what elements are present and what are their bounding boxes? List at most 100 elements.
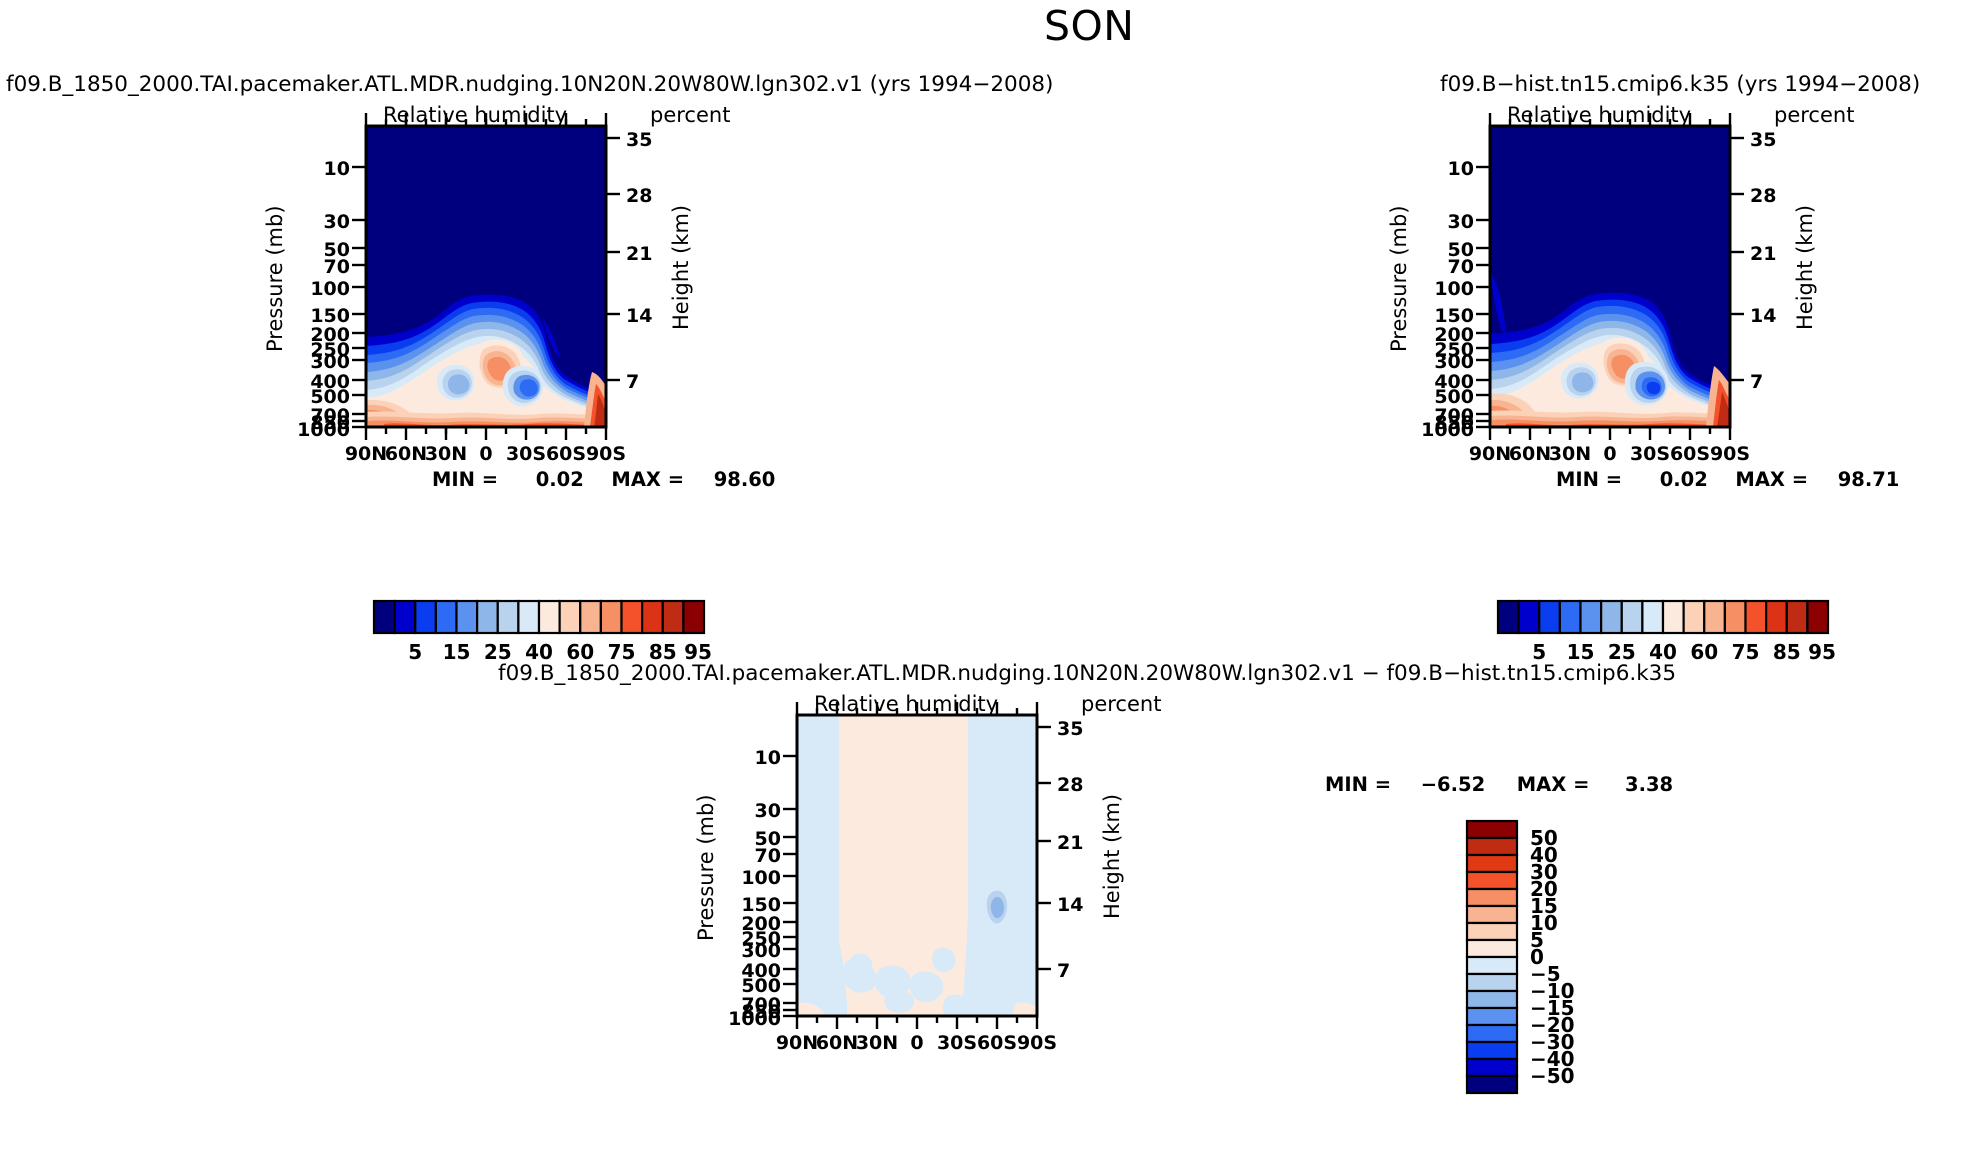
ptick-300: 300 xyxy=(1434,351,1474,373)
lat-0: 0 xyxy=(479,443,493,465)
htick-7: 7 xyxy=(1057,960,1071,982)
colorbar-swatch xyxy=(661,599,685,635)
cbl-15: 15 xyxy=(442,640,471,664)
htick-35: 35 xyxy=(626,129,653,151)
ptick-100: 100 xyxy=(1434,278,1474,300)
cbl-85: 85 xyxy=(1772,640,1801,664)
ptick-250: 250 xyxy=(1434,339,1474,361)
panel-difference-title: f09.B_1850_2000.TAI.pacemaker.ATL.MDR.nu… xyxy=(498,661,1677,686)
colorbar-swatch xyxy=(1465,836,1519,857)
colorbar-swatch xyxy=(1465,1006,1519,1027)
htick-7: 7 xyxy=(626,371,640,393)
cbl-95: 95 xyxy=(1808,640,1836,664)
panel-difference-minmax: MIN = −6.52 MAX = 3.38 xyxy=(1325,773,1673,796)
ptick-700: 700 xyxy=(741,994,781,1016)
ptick-150: 150 xyxy=(741,894,781,916)
colorbar-swatch xyxy=(1806,599,1830,635)
colorbar-swatch xyxy=(434,599,458,635)
cbvl-30: 30 xyxy=(1530,860,1558,884)
htick-14: 14 xyxy=(1750,305,1777,327)
colorbar-swatch xyxy=(1538,599,1561,635)
panel-top-left-units: percent xyxy=(650,103,731,127)
panel-top-left-minmax: MIN = 0.02 MAX = 98.60 xyxy=(432,468,775,491)
ptick-50: 50 xyxy=(323,239,350,261)
panel-difference-units: percent xyxy=(1081,692,1162,716)
cbvl-m30: −30 xyxy=(1530,1030,1575,1054)
cbvl-m10: −10 xyxy=(1530,979,1575,1003)
panel-top-right-plot xyxy=(1420,113,1800,440)
cbvl-50: 50 xyxy=(1530,826,1558,850)
left-ticks xyxy=(783,754,797,1018)
cbl-75: 75 xyxy=(1731,640,1760,664)
max-value: 3.38 xyxy=(1625,773,1674,796)
lat-90N: 90N xyxy=(344,443,388,465)
panel-top-left-title: f09.B_1850_2000.TAI.pacemaker.ATL.MDR.nu… xyxy=(6,72,1054,97)
colorbar-swatch xyxy=(1465,853,1519,874)
htick-28: 28 xyxy=(1750,185,1777,207)
panel-difference-variable: Relative humidity xyxy=(814,692,999,716)
colorbar-swatch xyxy=(1465,955,1519,976)
lat-0: 0 xyxy=(910,1032,924,1054)
colorbar-swatch xyxy=(537,599,561,635)
colorbar-swatch xyxy=(682,599,706,635)
colorbar-swatch xyxy=(1744,599,1768,635)
top-ticks xyxy=(364,113,608,126)
panel-top-right-units: percent xyxy=(1774,103,1855,127)
colorbar-swatch xyxy=(1682,599,1706,635)
colorbar-swatch xyxy=(1600,599,1623,635)
colorbar-swatch xyxy=(517,599,541,635)
htick-21: 21 xyxy=(626,243,653,265)
ptick-400: 400 xyxy=(741,960,781,982)
colorbar-swatch xyxy=(1465,887,1519,908)
lat-60S: 60S xyxy=(976,1032,1018,1054)
colorbar-swatch xyxy=(1496,599,1520,635)
colorbar-swatch xyxy=(1661,599,1685,635)
ptick-30: 30 xyxy=(754,800,781,822)
colorbar-swatch xyxy=(1465,1023,1519,1044)
top-ticks xyxy=(795,702,1039,715)
panel-difference-plot xyxy=(727,702,1107,1029)
min-value: −6.52 xyxy=(1420,773,1486,796)
ptick-100: 100 xyxy=(741,867,781,889)
ptick-10: 10 xyxy=(1447,158,1474,180)
cbl-60: 60 xyxy=(566,640,595,664)
top-ticks xyxy=(1488,113,1732,126)
min-label: MIN = xyxy=(1556,468,1623,491)
cbl-25: 25 xyxy=(483,640,512,664)
colorbar-swatch xyxy=(1765,599,1788,635)
lat-90S: 90S xyxy=(585,443,627,465)
lat-60N: 60N xyxy=(384,443,428,465)
lat-30N: 30N xyxy=(424,443,468,465)
cbl-15: 15 xyxy=(1566,640,1595,664)
colorbar-swatch xyxy=(1465,972,1519,993)
colorbar-swatch xyxy=(372,599,396,635)
right-ticks xyxy=(1037,725,1051,971)
lat-90N: 90N xyxy=(775,1032,819,1054)
colorbar-swatch xyxy=(476,599,499,635)
ptick-500: 500 xyxy=(741,975,781,997)
panel-difference-pressure-axis-label: Pressure (mb) xyxy=(694,794,718,941)
bottom-ticks xyxy=(795,1016,1039,1029)
cbvl-m50: −50 xyxy=(1530,1064,1575,1088)
colorbar-swatch xyxy=(1517,599,1541,635)
ptick-30: 30 xyxy=(323,211,350,233)
cbvl-m20: −20 xyxy=(1530,1013,1575,1037)
ptick-30: 30 xyxy=(1447,211,1474,233)
htick-35: 35 xyxy=(1057,718,1084,740)
panel-top-left-variable: Relative humidity xyxy=(383,103,568,127)
colorbar-swatch xyxy=(1465,989,1519,1010)
lat-0: 0 xyxy=(1603,443,1617,465)
ptick-200: 200 xyxy=(1434,324,1474,346)
cbvl-15: 15 xyxy=(1530,894,1558,918)
colorbar-swatch xyxy=(1620,599,1644,635)
htick-28: 28 xyxy=(1057,774,1084,796)
min-value: 0.02 xyxy=(1659,468,1708,491)
ptick-500: 500 xyxy=(1434,386,1474,408)
panel-difference-colorbar xyxy=(1465,819,1520,1099)
left-ticks xyxy=(352,165,366,429)
htick-28: 28 xyxy=(626,185,653,207)
panel-top-left-pressure-axis-label: Pressure (mb) xyxy=(263,205,287,352)
panel-top-left-colorbar xyxy=(372,599,706,635)
bottom-ticks xyxy=(364,427,608,440)
colorbar-swatch xyxy=(1703,599,1726,635)
